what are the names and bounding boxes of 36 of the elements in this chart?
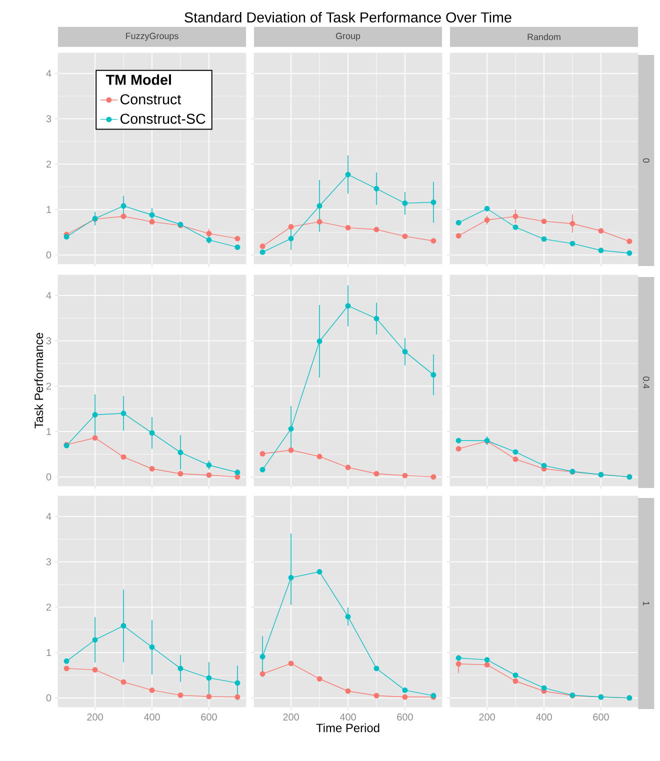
y2-axis-title: 0.4 xyxy=(643,376,650,388)
y-axis-title: Task Performance xyxy=(34,332,44,428)
y-tick-label: 2 xyxy=(46,382,51,390)
x-tick-label: 200 xyxy=(479,714,495,721)
y-tick-label: 3 xyxy=(46,558,52,566)
x-tick-label: 600 xyxy=(397,714,413,721)
y-tick-label: 1 xyxy=(46,206,52,213)
y-tick-label: 4 xyxy=(46,292,52,299)
x-tick-label: 200 xyxy=(283,714,299,721)
y-tick-label: 0 xyxy=(46,694,52,702)
x-tick-label: 400 xyxy=(340,714,356,721)
y2-axis-title: 1 xyxy=(643,602,650,606)
y-tick-label: 3 xyxy=(46,337,52,344)
legend-label: Construct-SC xyxy=(120,114,206,124)
x-tick-label: 400 xyxy=(144,714,160,721)
legend-title: TM Model xyxy=(106,74,171,85)
y-tick-label: 3 xyxy=(46,115,52,122)
chart-title: Group xyxy=(336,32,360,41)
chart-title: FuzzyGroups xyxy=(126,32,178,41)
y-tick-label: 1 xyxy=(46,428,52,435)
y-tick-label: 2 xyxy=(46,604,51,611)
y-tick-label: 4 xyxy=(46,512,52,520)
y-tick-label: 2 xyxy=(46,160,51,168)
y-tick-label: 4 xyxy=(46,70,52,77)
x-tick-label: 600 xyxy=(593,714,609,721)
x-axis-title: Time Period xyxy=(316,723,380,732)
y-tick-label: 1 xyxy=(46,649,52,656)
text: Standard Deviation of Task Performance Over Time xyxy=(184,12,512,22)
legend-label: Construct xyxy=(120,94,182,104)
chart-title: Random xyxy=(528,34,560,40)
x-tick-label: 600 xyxy=(201,714,217,721)
x-tick-label: 400 xyxy=(536,714,552,721)
x-tick-label: 200 xyxy=(87,714,103,721)
y2-axis-title: 0 xyxy=(643,158,650,163)
y-tick-label: 0 xyxy=(46,473,52,480)
y-tick-label: 0 xyxy=(46,251,52,258)
